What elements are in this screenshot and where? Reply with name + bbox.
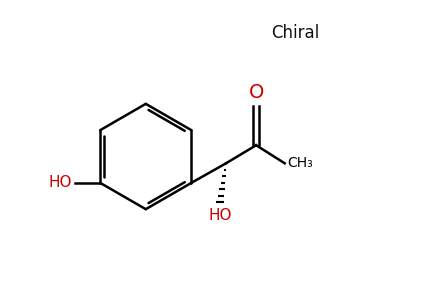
Text: O: O bbox=[248, 83, 264, 102]
Text: HO: HO bbox=[49, 175, 72, 190]
Text: Chiral: Chiral bbox=[271, 24, 319, 42]
Text: HO: HO bbox=[208, 208, 232, 223]
Text: CH₃: CH₃ bbox=[287, 156, 313, 170]
